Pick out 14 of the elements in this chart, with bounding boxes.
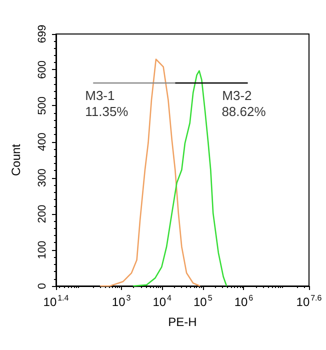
annotation: 11.35%: [85, 104, 129, 120]
y-tick-label: 699: [36, 24, 48, 44]
y-axis-title: Count: [9, 143, 23, 176]
y-tick-label: 100: [36, 240, 48, 260]
y-tick-label: 500: [36, 96, 48, 115]
y-tick-label: 200: [36, 204, 48, 224]
y-tick-label: 600: [36, 60, 48, 79]
y-tick-label: 0: [36, 282, 48, 290]
annotation: 88.62%: [222, 104, 266, 120]
x-axis-title: PE-H: [168, 315, 197, 329]
annotation: M3-1: [85, 88, 115, 104]
y-tick-label: 400: [36, 132, 48, 151]
y-tick-label: 300: [36, 168, 48, 188]
annotation: M3-2: [222, 88, 252, 104]
